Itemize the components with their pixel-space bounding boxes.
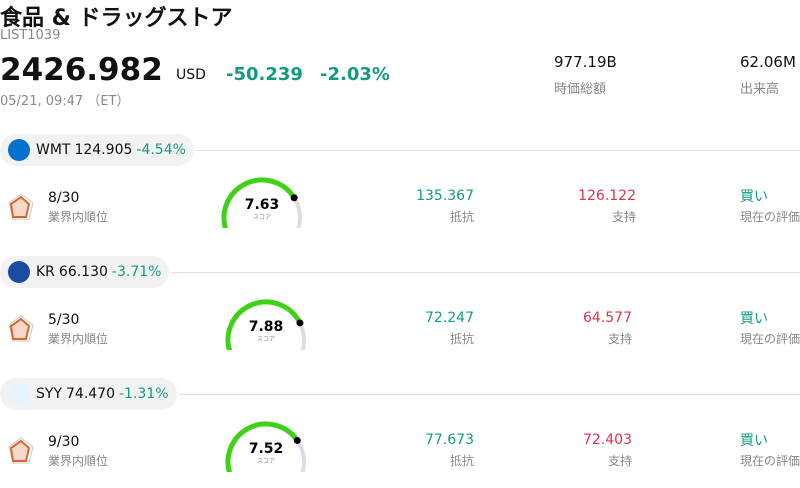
change: -50.239	[226, 64, 303, 85]
rank: 5/30	[48, 312, 80, 328]
rating: 買い	[740, 311, 768, 327]
title: 食品 & ドラッグストア	[0, 6, 233, 31]
rating: 買い	[740, 433, 768, 449]
resistance: 77.673	[425, 432, 474, 448]
stock-change: -1.31%	[119, 386, 169, 402]
ticker: KR	[36, 264, 55, 280]
resistance-label: 抵抗	[449, 454, 474, 468]
ticker: WMT	[36, 142, 71, 158]
gauge-fill	[225, 299, 303, 350]
stock-pill: SYY 74.470 -1.31%	[0, 378, 177, 410]
score: 7.52	[249, 441, 284, 457]
rating-label: 現在の評価	[740, 454, 800, 468]
gauge-fill	[225, 421, 300, 472]
logo	[8, 261, 30, 283]
logo	[8, 383, 30, 405]
gauge-dot	[290, 194, 298, 202]
stock-price: 66.130	[58, 264, 108, 280]
score-label: スコア	[257, 458, 275, 465]
stock-change: -3.71%	[111, 264, 162, 280]
divider	[179, 394, 800, 395]
timestamp: 05/21, 09:47 （ET）	[0, 94, 130, 109]
rank-label: 業界内順位	[48, 210, 109, 224]
score-label: スコア	[253, 214, 271, 221]
gauge-dot	[296, 319, 304, 327]
stock-change: -4.54%	[136, 142, 186, 158]
score: 7.88	[249, 319, 284, 335]
stat-label: 出来高	[740, 82, 780, 97]
stock-pill: KR 66.130 -3.71%	[0, 256, 170, 288]
support-label: 支持	[611, 210, 636, 224]
resistance-label: 抵抗	[449, 210, 474, 224]
gauge-fill	[221, 177, 297, 228]
rank-label: 業界内順位	[48, 454, 109, 468]
rank-icon	[8, 315, 34, 342]
resistance: 135.367	[416, 188, 474, 204]
divider	[196, 150, 800, 151]
currency: USD	[176, 67, 206, 83]
resistance: 72.247	[425, 310, 474, 326]
rating-label: 現在の評価	[740, 210, 800, 224]
rank-fill	[9, 195, 31, 218]
rank: 8/30	[48, 190, 80, 206]
list-code: LIST1039	[0, 28, 61, 43]
support-label: 支持	[607, 332, 632, 346]
stock-price: 124.905	[74, 142, 133, 158]
rating: 買い	[740, 189, 768, 205]
rank-fill	[9, 439, 31, 462]
rank-label: 業界内順位	[48, 332, 109, 346]
divider	[171, 272, 800, 273]
support: 64.577	[583, 310, 632, 326]
support: 126.122	[578, 188, 636, 204]
stock-price: 74.470	[66, 386, 115, 402]
rank: 9/30	[48, 434, 80, 450]
stat-label: 時価総額	[554, 82, 607, 97]
stat-value: 62.06M	[740, 53, 796, 71]
ticker: SYY	[36, 386, 62, 402]
score-label: スコア	[257, 336, 275, 343]
stat-value: 977.19B	[554, 53, 617, 71]
support: 72.403	[583, 432, 632, 448]
rank-fill	[9, 317, 31, 340]
change-pct: -2.03%	[320, 64, 390, 85]
stock-pill: WMT 124.905 -4.54%	[0, 134, 194, 166]
rank-icon	[8, 437, 34, 464]
rating-label: 現在の評価	[740, 332, 800, 346]
support-label: 支持	[607, 454, 632, 468]
rank-icon	[8, 193, 34, 220]
gauge-dot	[293, 436, 301, 444]
price: 2426.982	[0, 52, 163, 88]
score: 7.63	[245, 197, 280, 213]
logo	[8, 139, 30, 161]
resistance-label: 抵抗	[449, 332, 474, 346]
